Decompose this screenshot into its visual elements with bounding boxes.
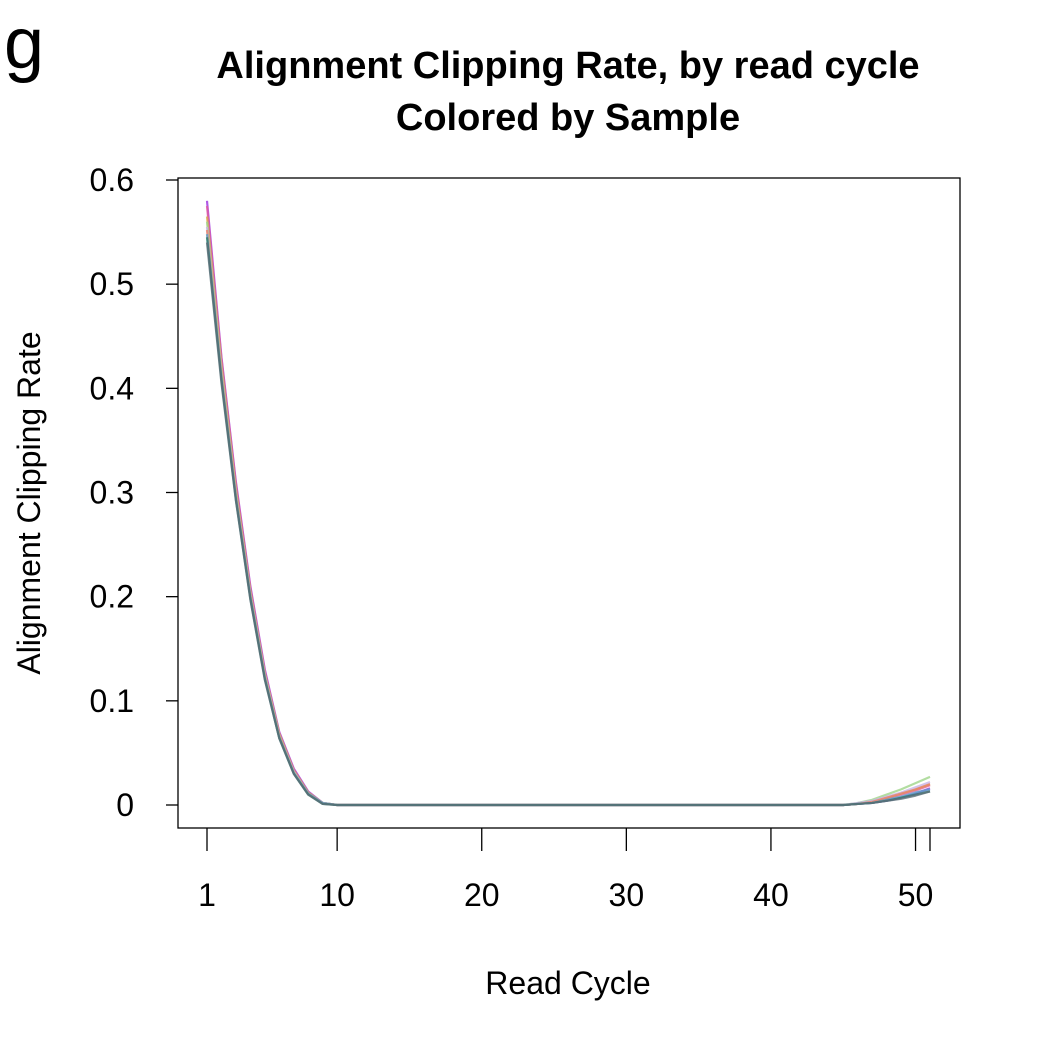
x-axis: 1 10 20 30 40 50 bbox=[198, 828, 933, 913]
panel-letter: g bbox=[4, 4, 44, 84]
series-line-8 bbox=[205, 237, 931, 807]
plot-frame bbox=[177, 177, 961, 829]
chart-title: Alignment Clipping Rate, by read cycle bbox=[216, 45, 919, 87]
y-tick-label: 0.3 bbox=[90, 475, 134, 511]
y-tick-label: 0.1 bbox=[90, 683, 134, 719]
chart-subtitle: Colored by Sample bbox=[396, 97, 740, 139]
x-tick-label: 30 bbox=[609, 877, 645, 913]
series-line-1 bbox=[205, 200, 931, 807]
series-line-9 bbox=[205, 242, 931, 807]
y-tick-label: 0.4 bbox=[90, 370, 134, 406]
x-tick-label: 1 bbox=[198, 877, 216, 913]
series-line-7 bbox=[205, 234, 931, 807]
series-line-4 bbox=[205, 221, 931, 807]
x-tick-label: 40 bbox=[753, 877, 789, 913]
series-line-5 bbox=[205, 226, 931, 807]
y-tick-label: 0.2 bbox=[90, 579, 134, 615]
y-axis: 0 0.1 0.2 0.3 0.4 0.5 0.6 bbox=[90, 162, 178, 823]
series-layer bbox=[205, 200, 931, 807]
x-tick-label: 50 bbox=[898, 877, 934, 913]
y-tick-label: 0.6 bbox=[90, 162, 134, 198]
y-tick-label: 0.5 bbox=[90, 266, 134, 302]
series-line-2 bbox=[205, 205, 931, 807]
x-axis-label: Read Cycle bbox=[485, 965, 650, 1001]
series-line-3 bbox=[205, 216, 931, 807]
y-axis-label: Alignment Clipping Rate bbox=[11, 331, 47, 674]
x-tick-label: 20 bbox=[464, 877, 500, 913]
series-line-6 bbox=[205, 229, 931, 807]
x-tick-label: 10 bbox=[319, 877, 355, 913]
y-tick-label: 0 bbox=[116, 787, 134, 823]
